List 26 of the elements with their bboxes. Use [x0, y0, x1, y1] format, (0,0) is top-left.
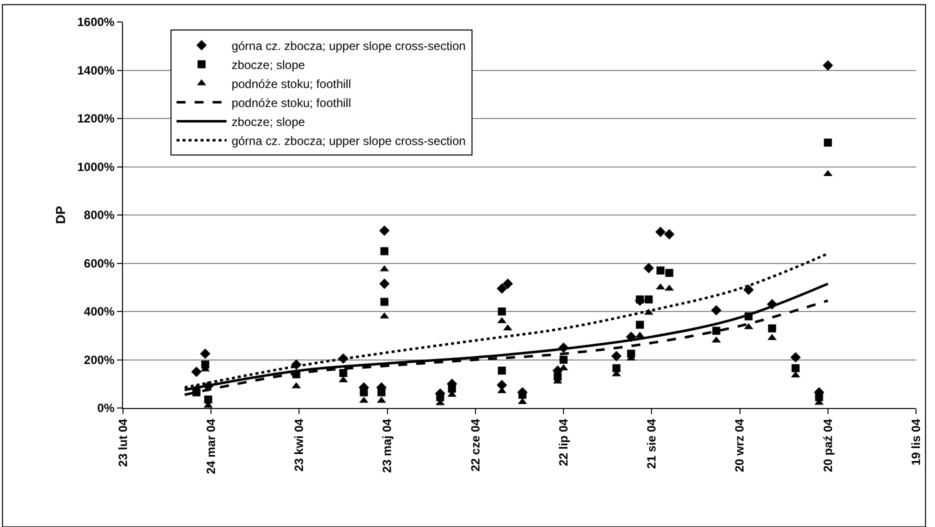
x-tick-label: 20 paź 04	[820, 418, 835, 472]
y-tick-label: 800%	[84, 208, 115, 222]
x-tick-label: 24 mar 04	[204, 418, 218, 474]
x-tick-label: 20 wrz 04	[732, 418, 747, 472]
legend-label: górna cz. zbocza; upper slope cross-section	[232, 38, 466, 53]
x-tick-label: 21 sie 04	[644, 418, 659, 469]
y-tick-label: 400%	[84, 304, 115, 319]
x-tick-label: 22 cze 04	[468, 418, 482, 472]
y-tick-label: 1600%	[77, 15, 115, 30]
x-tick-label: 23 kwi 04	[292, 418, 306, 472]
x-tick-label: 22 lip 04	[556, 418, 570, 466]
y-tick-label: 200%	[84, 352, 115, 367]
x-tick-label: 23 lut 04	[116, 418, 130, 467]
legend-label: górna cz. zbocza; upper slope cross-section	[232, 134, 466, 148]
y-tick-label: 1400%	[77, 63, 115, 78]
legend-label: podnóże stoku; foothill	[232, 96, 351, 110]
x-tick-label: 19 lis 04	[908, 418, 923, 466]
y-tick-label: 600%	[84, 256, 115, 270]
legend-label: zbocze; slope	[232, 58, 306, 72]
x-tick-label: 23 maj 04	[380, 418, 394, 473]
y-tick-label: 1200%	[77, 112, 115, 126]
y-tick-label: 1000%	[77, 160, 115, 174]
y-tick-label: 0%	[97, 401, 115, 416]
legend-label: zbocze; slope	[232, 114, 306, 129]
y-axis-title: DP	[53, 206, 68, 224]
legend-label: podnóże stoku; foothill	[232, 76, 351, 91]
